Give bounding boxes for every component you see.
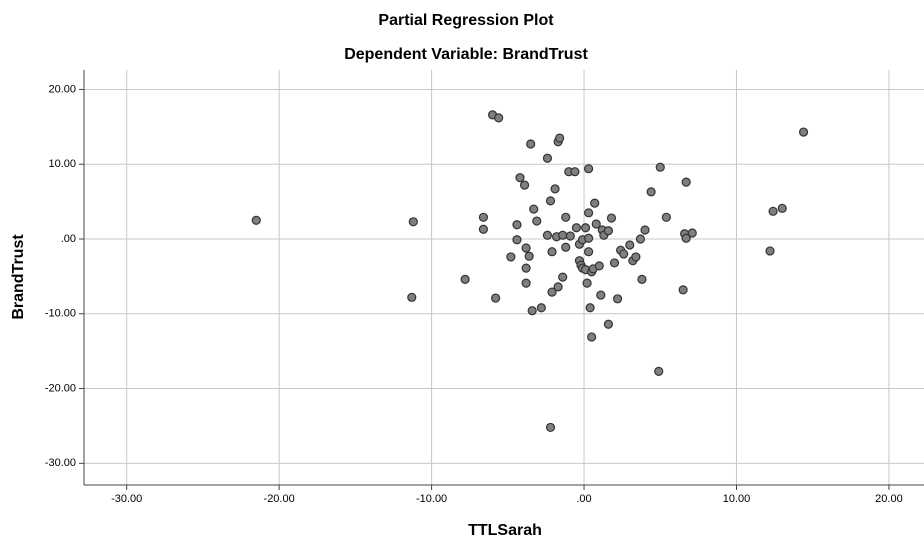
point xyxy=(570,167,580,177)
point xyxy=(553,282,563,292)
point xyxy=(545,196,556,206)
point xyxy=(687,228,697,238)
point xyxy=(584,208,594,218)
x-tick-label: -20.00 xyxy=(264,493,295,505)
point xyxy=(596,290,606,300)
point xyxy=(591,219,601,229)
x-tick-label: -30.00 xyxy=(111,493,142,505)
point xyxy=(678,285,688,295)
y-tick-label: -20.00 xyxy=(45,382,76,394)
point xyxy=(580,223,591,233)
point xyxy=(603,319,614,329)
point xyxy=(478,212,489,222)
point xyxy=(637,274,647,284)
point xyxy=(545,422,556,433)
chart-title: Partial Regression Plot xyxy=(378,12,554,29)
point xyxy=(584,164,594,174)
point xyxy=(478,224,489,234)
point xyxy=(625,240,635,250)
point xyxy=(603,226,614,236)
point xyxy=(561,242,571,252)
point xyxy=(606,213,617,223)
point xyxy=(542,153,553,163)
point xyxy=(561,212,571,222)
point xyxy=(521,263,531,273)
point xyxy=(765,246,775,256)
point xyxy=(547,287,557,297)
point xyxy=(768,206,778,216)
point xyxy=(565,231,575,241)
y-tick-label: 20.00 xyxy=(48,83,76,95)
point xyxy=(521,243,531,253)
point xyxy=(609,258,620,268)
y-tick-label: -30.00 xyxy=(45,457,76,469)
point xyxy=(536,303,546,313)
point xyxy=(529,204,539,214)
point xyxy=(661,212,671,222)
point xyxy=(798,127,809,137)
point xyxy=(521,278,531,288)
x-tick-label: -10.00 xyxy=(416,493,447,505)
point xyxy=(558,230,568,240)
point xyxy=(558,272,568,282)
point xyxy=(635,234,646,244)
point xyxy=(612,294,623,304)
point xyxy=(631,252,641,262)
x-axis-title: TTLSarah xyxy=(468,522,542,539)
point xyxy=(251,215,261,225)
point xyxy=(512,220,522,230)
point xyxy=(619,249,629,259)
point xyxy=(590,198,600,208)
point xyxy=(547,247,557,257)
y-tick-label: 10.00 xyxy=(48,158,76,170)
point xyxy=(584,233,594,243)
point xyxy=(550,184,560,194)
point xyxy=(519,180,530,190)
point xyxy=(506,252,516,262)
point xyxy=(408,217,418,227)
point xyxy=(777,203,787,213)
point xyxy=(512,235,522,245)
point xyxy=(526,139,536,149)
point xyxy=(587,332,597,342)
point xyxy=(654,366,664,376)
y-tick-label: -10.00 xyxy=(45,308,76,320)
point xyxy=(524,251,534,261)
y-axis-title: BrandTrust xyxy=(10,234,27,320)
point xyxy=(542,230,553,240)
point xyxy=(532,216,542,226)
y-tick-label: .00 xyxy=(61,233,76,245)
point xyxy=(407,292,417,302)
point xyxy=(655,162,665,172)
point xyxy=(527,306,537,316)
point xyxy=(555,133,565,143)
point xyxy=(584,247,594,257)
chart-subtitle: Dependent Variable: BrandTrust xyxy=(344,46,588,63)
point xyxy=(460,274,470,284)
point xyxy=(582,278,592,288)
point xyxy=(640,225,650,235)
x-tick-label: 20.00 xyxy=(875,493,903,505)
x-tick-label: 10.00 xyxy=(723,493,751,505)
point xyxy=(491,293,501,303)
point xyxy=(515,173,525,183)
point xyxy=(494,113,504,123)
point xyxy=(585,303,595,313)
x-tick-label: .00 xyxy=(576,493,591,505)
point xyxy=(681,177,691,187)
point xyxy=(594,261,604,271)
point xyxy=(681,233,691,243)
point xyxy=(571,223,582,233)
point xyxy=(646,187,656,197)
